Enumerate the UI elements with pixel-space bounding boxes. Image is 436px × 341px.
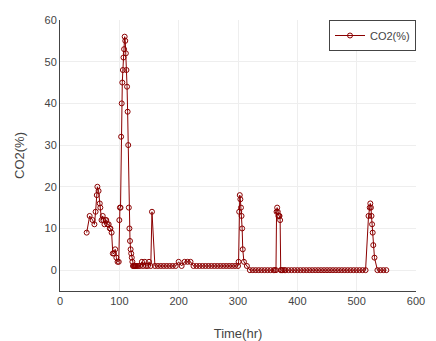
svg-text:400: 400 [288,295,306,307]
svg-text:50: 50 [45,56,57,68]
svg-text:40: 40 [45,97,57,109]
svg-text:600: 600 [407,295,425,307]
svg-text:100: 100 [110,295,128,307]
svg-text:20: 20 [45,181,57,193]
svg-text:0: 0 [57,295,63,307]
svg-text:CO2(%): CO2(%) [370,30,410,42]
svg-text:10: 10 [45,222,57,234]
svg-text:300: 300 [229,295,247,307]
svg-text:200: 200 [169,295,187,307]
svg-text:0: 0 [51,264,57,276]
svg-text:60: 60 [45,14,57,26]
svg-text:CO2(%): CO2(%) [12,132,27,179]
svg-text:30: 30 [45,139,57,151]
svg-text:500: 500 [347,295,365,307]
svg-text:Time(hr): Time(hr) [214,326,263,341]
